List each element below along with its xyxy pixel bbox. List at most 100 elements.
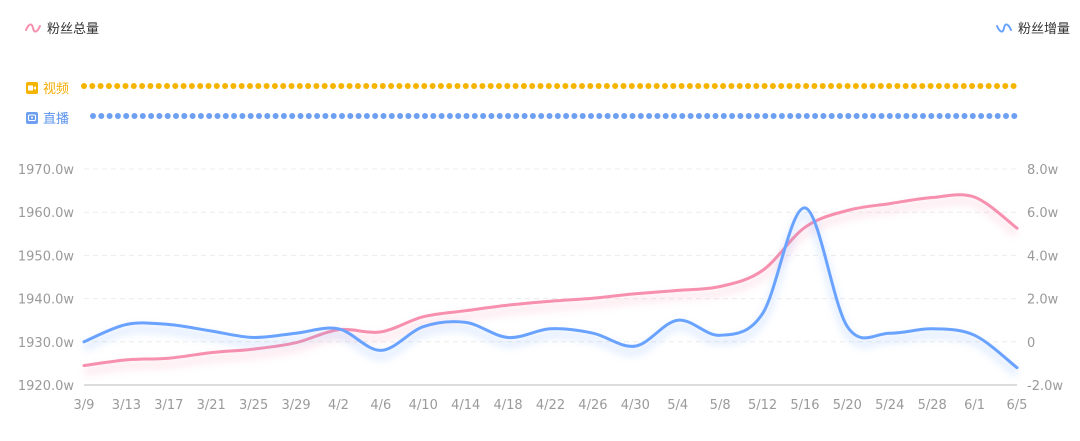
live-dot <box>471 113 478 119</box>
video-dot <box>985 83 992 89</box>
video-dot <box>188 83 195 89</box>
video-dot <box>844 83 851 89</box>
video-dot <box>736 83 743 89</box>
live-dot <box>372 113 379 119</box>
live-icon <box>26 111 38 124</box>
right-tick-label: 4.0w <box>1027 249 1059 264</box>
live-dot <box>330 113 337 119</box>
live-dot <box>928 113 935 119</box>
live-dot <box>994 113 1001 119</box>
video-dot <box>628 83 635 89</box>
live-dot <box>480 113 487 119</box>
live-dot <box>231 113 238 119</box>
live-dot <box>413 113 420 119</box>
live-dot <box>886 113 893 119</box>
video-dot <box>454 83 461 89</box>
live-dot <box>1003 113 1009 119</box>
x-axis: 3/9 3/13 3/17 3/21 3/25 3/29 4/2 4/6 4/10 4/14 4/1… <box>74 398 1028 413</box>
video-dot <box>388 83 395 89</box>
live-dot <box>156 113 163 119</box>
left-axis: 1920.0w 1930.0w 1940.0w 1950.0w 1960.0w 1970.… <box>18 163 74 394</box>
video-dot <box>828 83 834 89</box>
left-tick-label: 1970.0w <box>18 163 74 178</box>
x-tick-label: 4/26 <box>578 398 607 413</box>
x-tick-label: 5/12 <box>748 398 777 413</box>
video-dot <box>421 83 428 89</box>
video-dot <box>570 83 577 89</box>
live-dot <box>695 113 702 119</box>
video-dot <box>761 83 768 89</box>
video-dot <box>545 83 552 89</box>
live-dot <box>164 113 171 119</box>
video-dot <box>653 83 660 89</box>
video-dot <box>977 83 984 89</box>
live-dot <box>173 113 179 119</box>
live-dot <box>671 113 677 119</box>
x-tick-label: 4/18 <box>493 398 522 413</box>
live-dot <box>538 113 545 119</box>
live-dot <box>762 113 769 119</box>
video-dot <box>869 83 876 89</box>
video-dot <box>130 83 137 89</box>
live-dot <box>563 113 570 119</box>
series-line-growth[interactable] <box>82 206 1019 370</box>
live-dot <box>98 113 105 119</box>
video-dot <box>379 83 386 89</box>
left-tick-label: 1930.0w <box>18 336 74 351</box>
video-dot <box>172 83 179 89</box>
live-dot <box>546 113 553 119</box>
live-dot <box>911 113 918 119</box>
x-tick-label: 4/30 <box>621 398 650 413</box>
x-tick-label: 4/10 <box>409 398 438 413</box>
x-tick-label: 3/29 <box>281 398 310 413</box>
live-dot <box>637 113 644 119</box>
x-tick-label: 5/24 <box>875 398 904 413</box>
video-dot <box>728 83 735 89</box>
live-dot <box>754 113 760 119</box>
video-dot <box>371 83 378 89</box>
video-dot <box>305 83 312 89</box>
live-dot <box>380 113 387 119</box>
live-dot <box>878 113 885 119</box>
live-dot <box>687 113 694 119</box>
live-dot <box>803 113 810 119</box>
live-dot <box>214 113 221 119</box>
x-tick-label: 3/21 <box>197 398 226 413</box>
live-dot <box>363 113 370 119</box>
legend-follower-growth[interactable]: 粉丝增量 <box>995 18 1070 37</box>
live-dot <box>314 113 321 119</box>
live-dot <box>853 113 860 119</box>
video-dot <box>794 83 801 89</box>
video-dot <box>745 83 751 89</box>
live-dot <box>397 113 404 119</box>
live-dot <box>654 113 661 119</box>
live-dot <box>795 113 802 119</box>
live-dot <box>430 113 437 119</box>
live-dot <box>936 113 943 119</box>
video-dot <box>512 83 519 89</box>
video-dot <box>396 83 403 89</box>
live-dot <box>745 113 752 119</box>
left-tick-label: 1960.0w <box>18 206 74 221</box>
live-dot <box>305 113 312 119</box>
right-axis: -2.0w 0 2.0w 4.0w 6.0w 8.0w <box>1027 163 1063 394</box>
video-dot <box>404 83 411 89</box>
x-tick-label: 4/2 <box>328 398 349 413</box>
live-dot <box>289 113 296 119</box>
live-dot <box>1011 113 1018 119</box>
live-dot <box>961 113 968 119</box>
live-dot <box>256 113 262 119</box>
live-dot <box>978 113 985 119</box>
live-dot <box>554 113 561 119</box>
live-dot <box>529 113 536 119</box>
series-glow <box>82 209 1020 377</box>
left-tick-label: 1950.0w <box>18 249 74 264</box>
x-tick-label: 5/20 <box>833 398 862 413</box>
video-dot <box>354 83 361 89</box>
video-dot <box>271 83 278 89</box>
video-dot <box>429 83 436 89</box>
video-dot <box>894 83 901 89</box>
live-dot <box>222 113 229 119</box>
legend-total-followers[interactable]: 粉丝总量 <box>25 18 99 37</box>
video-dot <box>935 83 942 89</box>
